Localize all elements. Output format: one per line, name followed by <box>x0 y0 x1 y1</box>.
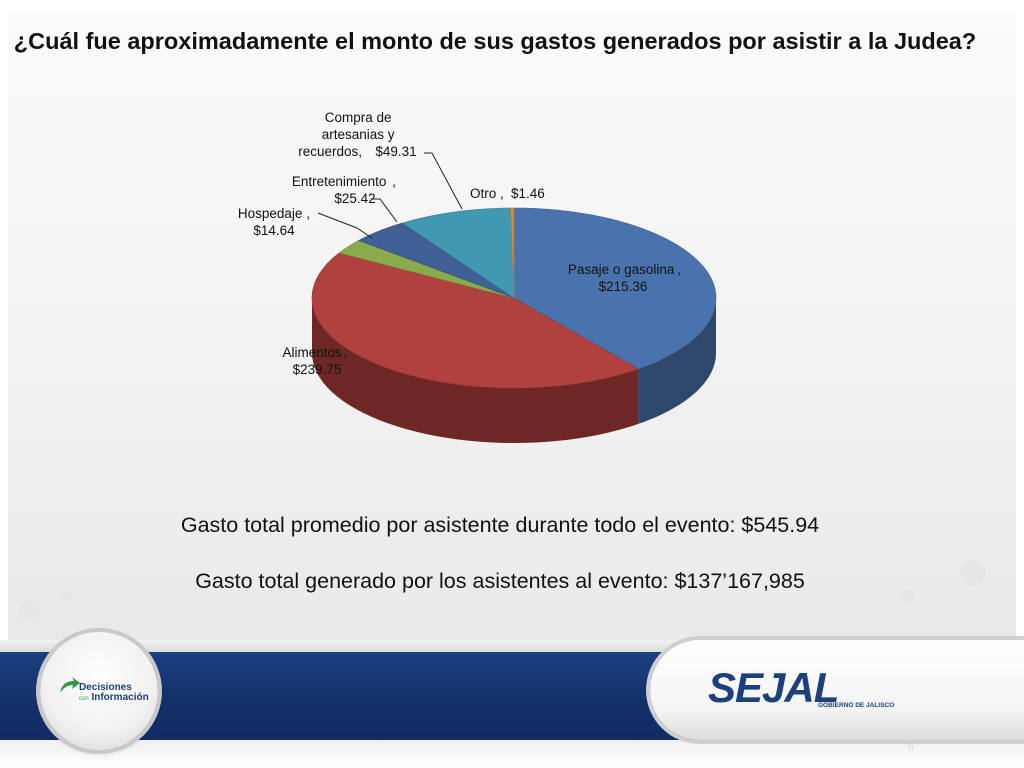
bg-decoration <box>18 600 40 622</box>
pie-slice-5 <box>510 207 515 299</box>
logo-line1: Decisiones <box>79 682 132 693</box>
label-otro-name: Otro <box>470 186 496 201</box>
bg-decoration <box>900 590 914 604</box>
sejal-logo: SEJAL <box>708 664 839 711</box>
footer-light-strip <box>0 740 1024 768</box>
sejal-logo-badge <box>650 640 1024 740</box>
label-alimentos-value: $239.75 <box>293 362 342 377</box>
label-hospedaje-comma: , <box>306 206 310 221</box>
pie-slice-2 <box>338 240 515 299</box>
label-compra: Compra de artesanias y recuerdos, $49.31 <box>298 110 416 159</box>
logo-small: con <box>79 696 89 702</box>
page-number: 6 <box>908 742 914 753</box>
label-entretenimiento-value: $25.42 <box>334 191 375 206</box>
label-hospedaje-value: $14.64 <box>253 223 295 238</box>
label-entretenimiento-name: Entretenimiento <box>292 174 387 189</box>
sejal-logo-subtitle: GOBIERNO DE JALISCO <box>818 702 895 709</box>
decisiones-logo-badge <box>40 632 158 750</box>
leader-line-hospedaje <box>317 212 373 239</box>
page-title: ¿Cuál fue aproximadamente el monto de su… <box>13 28 977 54</box>
label-pasaje-name: Pasaje o gasolina <box>568 262 675 277</box>
avg-spend-text: Gasto total promedio por asistente duran… <box>180 513 820 537</box>
label-pasaje-value: $215.36 <box>599 279 648 294</box>
pie-slice-side-1 <box>312 298 639 443</box>
bg-decoration <box>60 590 72 602</box>
leader-line-compra <box>424 152 463 210</box>
label-alimentos: Alimentos , $239.75 <box>282 345 350 377</box>
pie-chart-svg: Pasaje o gasolina , $215.36 Alimentos , … <box>238 110 717 443</box>
bg-decoration <box>960 560 986 586</box>
pie-slice-side-0 <box>638 298 716 424</box>
label-otro-comma: , <box>500 186 504 201</box>
pie-slice-1 <box>311 252 640 389</box>
label-alimentos-name: Alimentos <box>282 345 342 360</box>
label-entretenimiento: Entretenimiento , $25.42 <box>292 174 400 206</box>
green-arrow-icon <box>60 677 80 693</box>
leader-line-entretenimiento <box>371 198 398 223</box>
pie-slice-3 <box>357 222 515 299</box>
decisiones-logo-text: Decisiones con Información <box>79 683 159 704</box>
label-hospedaje: Hospedaje , $14.64 <box>238 206 314 238</box>
pie-slice-0 <box>513 207 717 370</box>
pie-slice-4 <box>401 207 515 299</box>
label-compra-value: $49.31 <box>375 144 416 159</box>
pie-chart: Pasaje o gasolina , $215.36 Alimentos , … <box>238 110 717 443</box>
total-spend-text: Gasto total generado por los asistentes … <box>195 569 805 593</box>
label-entretenimiento-comma: , <box>392 174 396 189</box>
logo-line2: Información <box>91 692 149 703</box>
label-otro: Otro , $1.46 <box>470 186 545 201</box>
label-pasaje-comma: , <box>677 262 681 277</box>
label-otro-value: $1.46 <box>511 186 545 201</box>
label-compra-name-1: Compra de <box>325 110 392 125</box>
label-pasaje: Pasaje o gasolina , $215.36 <box>568 262 685 294</box>
label-compra-name-3: recuerdos, <box>298 144 362 159</box>
label-alimentos-comma: , <box>343 345 347 360</box>
label-compra-name-2: artesanias y <box>322 127 395 142</box>
label-hospedaje-name: Hospedaje <box>238 206 303 221</box>
